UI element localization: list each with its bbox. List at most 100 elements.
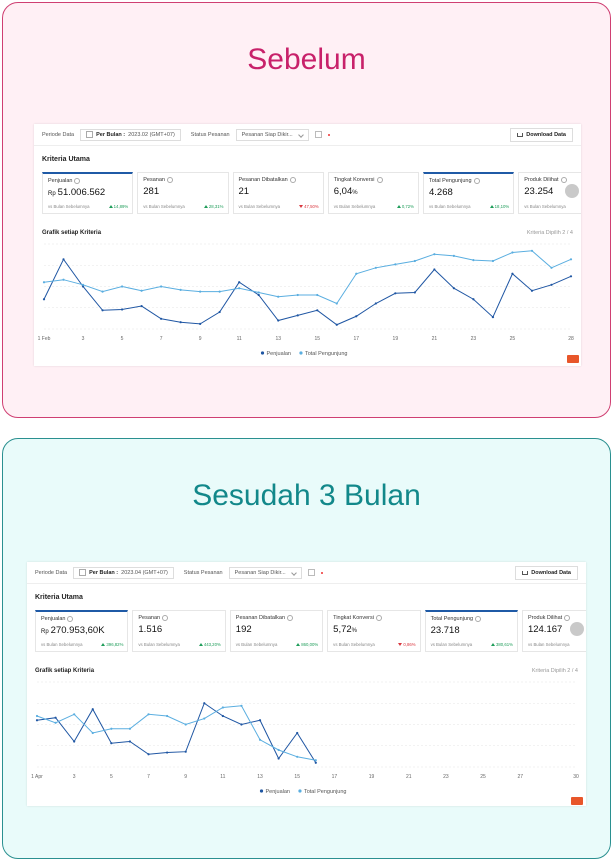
metric-card[interactable]: Pesanan Dibatalkan 192 vs Bulan Sebelumnya… bbox=[229, 610, 324, 652]
data-point bbox=[128, 727, 132, 730]
info-icon bbox=[375, 615, 382, 621]
metric-value-row: Rp 51.006.562 bbox=[48, 187, 127, 198]
series-line bbox=[43, 250, 572, 305]
scroll-button[interactable] bbox=[565, 184, 579, 198]
data-point bbox=[218, 310, 221, 314]
metric-label-text: Total Pengunjung bbox=[430, 616, 474, 622]
metric-card[interactable]: Pesanan Dibatalkan 21 vs Bulan Sebelumnya 4… bbox=[232, 172, 324, 214]
data-point bbox=[54, 721, 57, 724]
data-point bbox=[550, 283, 553, 286]
metric-value: 51.006.562 bbox=[57, 187, 106, 198]
data-point bbox=[147, 713, 150, 716]
metric-label-text: Pesanan Dibatalkan bbox=[238, 177, 288, 183]
metric-change: 0,72% bbox=[396, 204, 414, 209]
metric-value-row: 23.254 bbox=[524, 186, 581, 197]
x-tick-label: 13 bbox=[257, 774, 263, 780]
metric-compare-row: vs Bulan Sebelumnya 28,31% bbox=[143, 204, 223, 209]
panel-title: Sebelum bbox=[247, 43, 366, 76]
metric-label: Tingkat Konversi bbox=[333, 615, 414, 621]
refresh-icon bbox=[307, 569, 315, 576]
status-dropdown[interactable]: Pesanan Siap Dikir... bbox=[228, 566, 302, 579]
metric-card[interactable]: Pesanan 1.516 vs Bulan Sebelumnya 443,20% bbox=[132, 610, 226, 652]
data-point bbox=[511, 272, 514, 275]
metric-card[interactable]: Produk Dilihat 124.167 vs Bulan Sebelumnya… bbox=[521, 610, 586, 652]
metric-compare: vs Bulan Sebelumnya bbox=[143, 204, 185, 209]
data-point bbox=[296, 755, 299, 758]
data-point bbox=[413, 259, 416, 263]
status-label: Status Pesanan bbox=[190, 131, 230, 138]
data-point bbox=[110, 742, 113, 745]
metric-label: Pesanan bbox=[138, 615, 219, 621]
data-point bbox=[81, 283, 85, 286]
download-label: Download Data bbox=[531, 570, 571, 576]
data-point bbox=[199, 322, 202, 325]
data-point bbox=[314, 759, 317, 762]
data-point bbox=[452, 287, 455, 290]
change-arrow bbox=[398, 643, 403, 646]
change-value: 18,10% bbox=[494, 204, 510, 209]
metric-card[interactable]: Total Pengunjung 4.268 vs Bulan Sebelumnya… bbox=[423, 172, 515, 214]
metric-label-text: Pesanan bbox=[138, 615, 161, 621]
metric-change: 396,82% bbox=[101, 642, 123, 647]
metric-value-row: 192 bbox=[236, 624, 317, 635]
chart: 1 Apr 3 5 7 9 11 13 15 17 19 21 23 25 27 30 Penjualan To… bbox=[31, 681, 579, 795]
status-value: Pesanan Siap Dikir... bbox=[241, 131, 293, 138]
metric-label: Produk Dilihat bbox=[528, 615, 586, 621]
data-point bbox=[491, 316, 495, 319]
x-tick-label: 25 bbox=[510, 336, 516, 342]
metric-value: 6,04 bbox=[333, 186, 353, 197]
info-icon bbox=[162, 615, 169, 621]
download-icon bbox=[517, 133, 524, 137]
section-title: Kriteria Utama bbox=[42, 156, 90, 163]
data-point bbox=[394, 263, 397, 266]
x-tick-label: 11 bbox=[220, 774, 225, 780]
data-point bbox=[240, 704, 243, 707]
metric-card[interactable]: Total Pengunjung 23.718 vs Bulan Sebelumny… bbox=[424, 610, 518, 652]
data-point bbox=[73, 740, 76, 743]
legend-label: Total Pengunjung bbox=[305, 351, 348, 357]
dropdown-caret bbox=[290, 569, 297, 576]
metric-value: 5,72 bbox=[333, 624, 352, 635]
metric-card[interactable]: Pesanan 281 vs Bulan Sebelumnya 28,31% bbox=[137, 172, 229, 214]
period-picker[interactable]: Per Bulan :2023.04 (GMT+07) bbox=[73, 566, 174, 579]
metric-card[interactable]: Tingkat Konversi 5,72% vs Bulan Sebelumnya… bbox=[327, 610, 421, 652]
metric-card[interactable]: Tingkat Konversi 6,04% vs Bulan Sebelumnya… bbox=[327, 172, 419, 214]
metric-compare-row: vs Bulan Sebelumnya347,45% bbox=[528, 642, 586, 647]
data-point bbox=[160, 317, 163, 320]
calendar-icon bbox=[86, 131, 94, 138]
metric-label-text: Penjualan bbox=[48, 178, 73, 184]
data-point bbox=[277, 295, 280, 298]
period-picker[interactable]: Per Bulan :2023.02 (GMT+07) bbox=[80, 128, 181, 141]
metric-compare-row: vs Bulan Sebelumnya 18,10% bbox=[429, 204, 509, 209]
data-point bbox=[166, 751, 169, 754]
metric-compare-row: vs Bulan Sebelumnya 380,61% bbox=[431, 642, 513, 647]
series-line bbox=[36, 702, 317, 764]
metric-prefix: Rp bbox=[41, 629, 49, 635]
panel: Sebelum Periode Data Per Bulan :2023.02 (G… bbox=[2, 2, 611, 418]
status-dropdown[interactable]: Pesanan Siap Dikir... bbox=[235, 128, 309, 141]
metric-card[interactable]: Produk Dilihat 23.254 vs Bulan Sebelumnya2… bbox=[518, 172, 581, 214]
change-value: 396,82% bbox=[106, 642, 124, 647]
download-button[interactable]: Download Data bbox=[510, 128, 573, 142]
x-tick-label: 3 bbox=[82, 336, 85, 342]
data-point bbox=[569, 258, 573, 261]
metric-value-row: 21 bbox=[239, 186, 318, 197]
x-tick-label: 28 bbox=[568, 336, 574, 342]
data-point bbox=[335, 323, 338, 326]
download-button[interactable]: Download Data bbox=[515, 566, 578, 580]
metric-compare: vs Bulan Sebelumnya bbox=[333, 642, 375, 647]
chat-tag[interactable] bbox=[567, 355, 579, 363]
data-point bbox=[413, 291, 416, 294]
status-label: Status Pesanan bbox=[183, 569, 223, 576]
x-tick-label: 5 bbox=[121, 336, 124, 342]
metric-card[interactable]: Penjualan Rp 51.006.562 vs Bulan Sebelumnya… bbox=[42, 172, 134, 214]
scroll-button[interactable] bbox=[570, 622, 584, 636]
change-value: 860,00% bbox=[301, 642, 319, 647]
metric-card[interactable]: Penjualan Rp 270.953,60K vs Bulan Sebelumny… bbox=[35, 610, 129, 652]
data-point bbox=[184, 723, 187, 726]
data-point bbox=[54, 716, 57, 719]
data-point bbox=[316, 309, 319, 312]
chat-tag[interactable] bbox=[571, 797, 583, 805]
metric-value-row: 6,04% bbox=[334, 186, 413, 197]
x-tick-label: 23 bbox=[443, 774, 449, 780]
